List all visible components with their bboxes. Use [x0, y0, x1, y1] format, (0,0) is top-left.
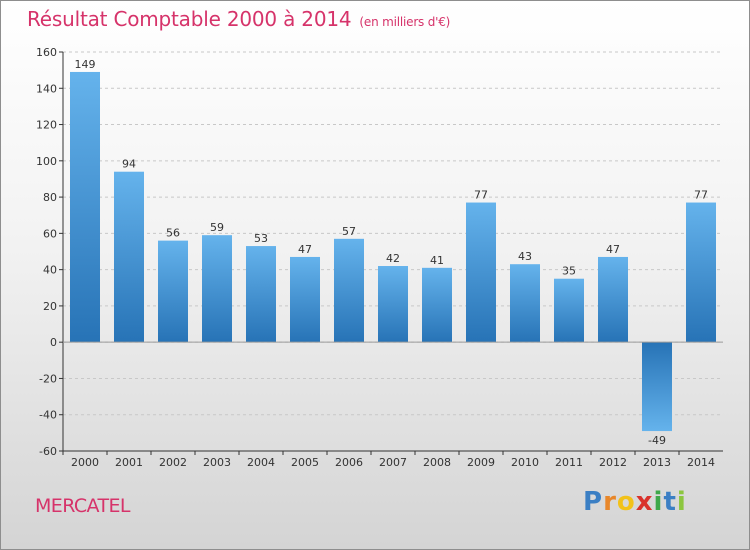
x-tick-label: 2002: [159, 456, 187, 469]
proxiti-logo: Proxiti: [583, 487, 687, 517]
data-label: 43: [518, 250, 532, 263]
logo-letter: t: [663, 487, 677, 517]
data-label: 77: [474, 189, 488, 202]
chart-subtitle: (en milliers d'€): [359, 15, 451, 29]
logo-letter: i: [653, 487, 664, 517]
data-label: 57: [342, 225, 356, 238]
x-tick-label: 2007: [379, 456, 407, 469]
bars: [70, 71, 716, 432]
y-tick-label: 80: [43, 191, 57, 204]
bar: [202, 235, 232, 343]
y-tick-label: -60: [39, 445, 57, 458]
logo-letter: x: [635, 487, 654, 517]
x-tick-label: 2009: [467, 456, 495, 469]
x-tick-label: 2003: [203, 456, 231, 469]
y-tick-label: 140: [36, 82, 57, 95]
data-label: 53: [254, 232, 268, 245]
x-tick-label: 2005: [291, 456, 319, 469]
logo-letter: P: [583, 487, 604, 517]
data-label: 94: [122, 158, 136, 171]
y-tick-label: 20: [43, 300, 57, 313]
data-label: 59: [210, 221, 224, 234]
data-labels: 149 94 56 59 53 47 57 42 41 77 43 35 47 -49 77: [75, 58, 709, 447]
bar: [642, 342, 672, 432]
x-tick-label: 2012: [599, 456, 627, 469]
title-text: Résultat Comptable 2000 à 2014: [27, 7, 352, 31]
bar: [422, 267, 452, 343]
data-label: 56: [166, 227, 180, 240]
x-tick-label: 2000: [71, 456, 99, 469]
data-label: 47: [606, 243, 620, 256]
x-tick-label: 2008: [423, 456, 451, 469]
x-tick-label: 2004: [247, 456, 275, 469]
logo-letter: o: [616, 487, 636, 517]
bar: [246, 246, 276, 343]
data-label: 35: [562, 265, 576, 278]
y-tick-label: -40: [39, 409, 57, 422]
y-tick-label: 60: [43, 227, 57, 240]
bar: [686, 202, 716, 343]
y-tick-label: 0: [50, 336, 57, 349]
bar: [334, 238, 364, 343]
x-tick-label: 2010: [511, 456, 539, 469]
data-label: 149: [75, 58, 96, 71]
y-tick-label: -20: [39, 372, 57, 385]
data-label: 41: [430, 254, 444, 267]
y-tick-label: 100: [36, 155, 57, 168]
bar: [70, 71, 100, 343]
logo-letter: r: [603, 487, 617, 517]
bar: [114, 171, 144, 343]
data-label: 47: [298, 243, 312, 256]
bar: [378, 266, 408, 343]
x-tick-label: 2011: [555, 456, 583, 469]
y-tick-label: 120: [36, 119, 57, 132]
x-tick-labels: 2000 2001 2002 2003 2004 2005 2006 2007 2008 2009…: [71, 456, 715, 469]
bar: [554, 278, 584, 343]
bar: [158, 240, 188, 343]
bar: [290, 256, 320, 343]
commune-name: MERCATEL: [35, 495, 130, 517]
bar: [510, 264, 540, 343]
chart-title: Résultat Comptable 2000 à 2014 (en millie…: [27, 7, 450, 31]
x-tick-label: 2001: [115, 456, 143, 469]
bar: [598, 256, 628, 343]
y-tick-label: 40: [43, 264, 57, 277]
x-tick-label: 2014: [687, 456, 715, 469]
data-label: 77: [694, 189, 708, 202]
bar: [466, 202, 496, 343]
y-tick-label: 160: [36, 46, 57, 59]
y-tick-labels: -60 -40 -20 0 20 40 60 80 100 120 140 160: [36, 46, 57, 458]
axes: [59, 51, 723, 455]
x-tick-label: 2013: [643, 456, 671, 469]
logo-letter: i: [676, 487, 687, 517]
data-label: 42: [386, 252, 400, 265]
x-tick-label: 2006: [335, 456, 363, 469]
data-label: -49: [648, 434, 666, 447]
